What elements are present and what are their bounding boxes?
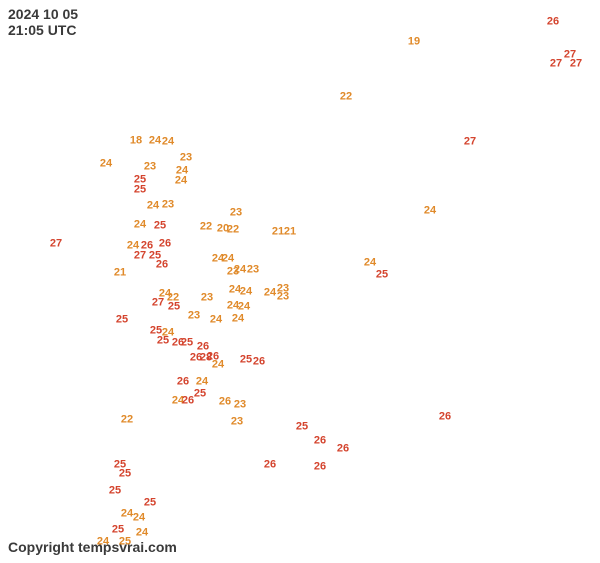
- temperature-point: 24: [238, 302, 250, 313]
- temperature-point: 26: [547, 17, 559, 28]
- temperature-point: 23: [188, 311, 200, 322]
- temperature-point: 26: [190, 353, 202, 364]
- temperature-point: 25: [116, 315, 128, 326]
- temperature-point: 24: [121, 509, 133, 520]
- temperature-point: 26: [219, 397, 231, 408]
- temperature-point: 23: [230, 208, 242, 219]
- temperature-point: 26: [156, 260, 168, 271]
- temperature-point: 26: [159, 239, 171, 250]
- temperature-point: 25: [144, 498, 156, 509]
- temperature-point: 24: [136, 528, 148, 539]
- temperature-point: 18: [130, 136, 142, 147]
- temperature-point: 26: [439, 412, 451, 423]
- temperature-point: 25: [134, 185, 146, 196]
- temperature-point: 25: [112, 525, 124, 536]
- temperature-point: 23: [227, 267, 239, 278]
- temperature-point: 24: [162, 137, 174, 148]
- temperature-point: 24: [149, 136, 161, 147]
- temperature-point: 26: [314, 462, 326, 473]
- temperature-point: 24: [364, 258, 376, 269]
- temperature-point: 24: [100, 159, 112, 170]
- temperature-point: 25: [296, 422, 308, 433]
- temperature-point: 23: [201, 293, 213, 304]
- temperature-point: 25: [157, 336, 169, 347]
- temperature-point: 23: [247, 265, 259, 276]
- temperature-point: 26: [177, 377, 189, 388]
- temperature-point: 21: [114, 268, 126, 279]
- temperature-point: 24: [134, 220, 146, 231]
- temperature-point: 27: [134, 251, 146, 262]
- temperature-point: 27: [570, 59, 582, 70]
- temperature-point: 27: [152, 298, 164, 309]
- temperature-point: 27: [50, 239, 62, 250]
- temperature-point: 26: [314, 436, 326, 447]
- temperature-point: 21: [272, 227, 284, 238]
- temperature-point: 24: [133, 513, 145, 524]
- temperature-point: 27: [464, 137, 476, 148]
- temperature-point: 26: [264, 460, 276, 471]
- temperature-point: 24: [196, 377, 208, 388]
- temperature-point: 26: [337, 444, 349, 455]
- temperature-point: 25: [376, 270, 388, 281]
- temperature-point: 24: [175, 176, 187, 187]
- temperature-point: 26: [253, 357, 265, 368]
- temperature-point: 24: [424, 206, 436, 217]
- temperature-point: 23: [277, 292, 289, 303]
- temperature-point: 19: [408, 37, 420, 48]
- temperature-point: 25: [168, 302, 180, 313]
- temperature-point: 22: [227, 225, 239, 236]
- temperature-point: 25: [181, 338, 193, 349]
- temperature-point: 22: [200, 222, 212, 233]
- temperature-point: 25: [240, 355, 252, 366]
- temperature-point: 21: [284, 227, 296, 238]
- temperature-point: 25: [109, 486, 121, 497]
- time-label: 21:05 UTC: [8, 22, 76, 38]
- temperature-point: 26: [182, 396, 194, 407]
- temperature-point: 24: [210, 315, 222, 326]
- date-label: 2024 10 05: [8, 6, 78, 22]
- temperature-point: 24: [222, 254, 234, 265]
- temperature-point: 25: [194, 389, 206, 400]
- temperature-point: 23: [180, 153, 192, 164]
- temperature-point: 23: [234, 400, 246, 411]
- temperature-point: 25: [119, 469, 131, 480]
- temperature-point: 24: [212, 360, 224, 371]
- temperature-point: 23: [162, 200, 174, 211]
- temperature-point: 27: [550, 59, 562, 70]
- temperature-point: 24: [240, 287, 252, 298]
- temperature-point: 22: [340, 92, 352, 103]
- temperature-map-canvas: 2024 10 05 21:05 UTC 1926272727222718242…: [0, 0, 600, 563]
- temperature-point: 24: [264, 288, 276, 299]
- temperature-point: 24: [232, 314, 244, 325]
- temperature-point: 22: [121, 415, 133, 426]
- temperature-point: 23: [144, 162, 156, 173]
- temperature-point: 25: [154, 221, 166, 232]
- temperature-point: 23: [231, 417, 243, 428]
- temperature-point: 24: [147, 201, 159, 212]
- copyright-label: Copyright tempsvrai.com: [8, 539, 177, 555]
